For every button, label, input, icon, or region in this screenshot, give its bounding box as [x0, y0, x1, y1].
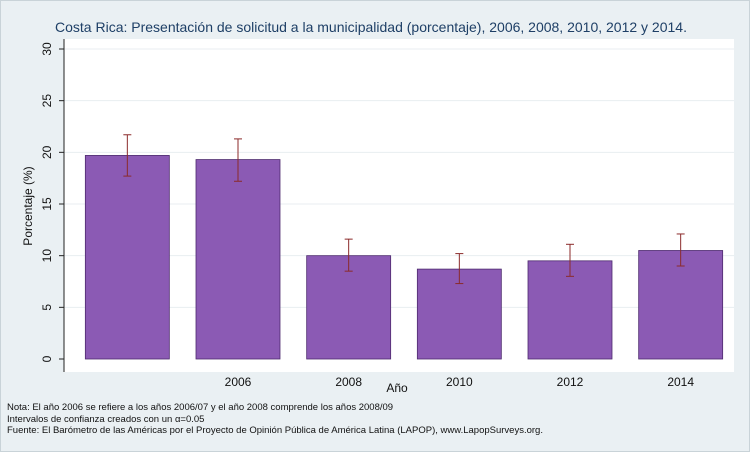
bar [416, 268, 502, 360]
bar [306, 255, 392, 360]
y-tick-label: 20 [40, 145, 54, 159]
error-bars [123, 134, 685, 285]
y-tick-label: 25 [40, 94, 54, 108]
y-tick-label: 0 [40, 355, 54, 362]
bar [195, 159, 281, 360]
bar-chart: Costa Rica: Presentación de solicitud a … [21, 19, 734, 395]
x-ticks: 2006 2008 2010 2012 2014 [225, 375, 695, 389]
x-tick-label: 2006 [225, 375, 252, 389]
y-ticks: 0 5 10 15 20 25 30 [40, 42, 64, 362]
x-tick-label: 2008 [335, 375, 362, 389]
x-tick-label: 2014 [667, 375, 694, 389]
y-tick-label: 15 [40, 197, 54, 211]
chart-title: Costa Rica: Presentación de solicitud a … [55, 19, 687, 35]
bar [638, 250, 724, 360]
bars [84, 155, 724, 360]
x-axis-label: Año [386, 381, 408, 395]
y-axis-label: Porcentaje (%) [21, 166, 35, 245]
ci-note-line: Intervalos de confianza creados con un α… [7, 413, 205, 425]
y-tick-label: 30 [40, 42, 54, 56]
x-tick-label: 2010 [446, 375, 473, 389]
chart-notes: Nota: El año 2006 se refiere a los años … [7, 402, 543, 437]
source-line: Fuente: El Barómetro de las Américas por… [7, 425, 543, 436]
bar [84, 155, 170, 360]
y-tick-label: 10 [40, 249, 54, 263]
y-tick-label: 5 [40, 304, 54, 311]
plot-area [64, 39, 734, 372]
grid-lines [64, 48, 734, 308]
note-line: Nota: El año 2006 se refiere a los años … [7, 402, 394, 413]
bar [527, 260, 613, 360]
x-tick-label: 2012 [557, 375, 584, 389]
